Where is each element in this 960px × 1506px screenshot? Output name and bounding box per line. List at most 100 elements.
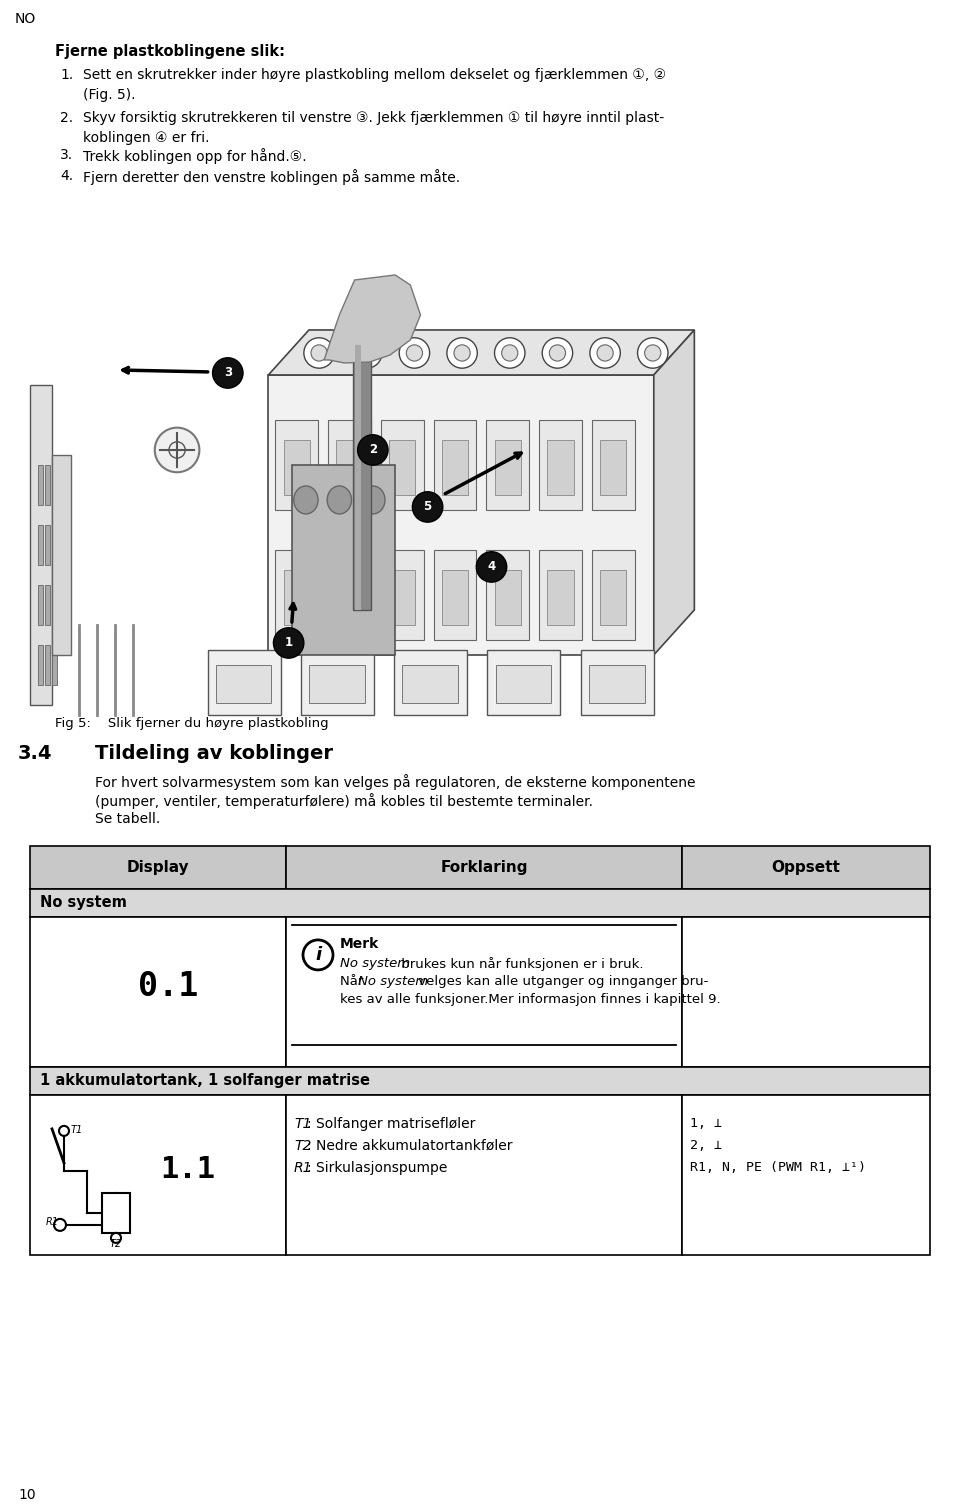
Bar	[402, 666, 458, 703]
Bar	[300, 651, 373, 715]
Bar	[336, 440, 363, 495]
Bar	[547, 569, 574, 625]
Text: 0.1: 0.1	[138, 970, 198, 1003]
Text: Tildeling av koblinger: Tildeling av koblinger	[95, 744, 333, 764]
Text: T1: T1	[71, 1125, 84, 1136]
Bar	[354, 345, 361, 610]
Text: Fig 5:    Slik fjerner du høyre plastkobling: Fig 5: Slik fjerner du høyre plastkoblin…	[55, 717, 328, 730]
Bar	[494, 569, 521, 625]
Bar	[389, 440, 416, 495]
Text: kes av alle funksjoner.Mer informasjon finnes i kapittel 9.: kes av alle funksjoner.Mer informasjon f…	[340, 992, 721, 1006]
Bar	[283, 440, 310, 495]
Bar	[328, 550, 371, 640]
Bar	[682, 1095, 930, 1254]
Circle shape	[542, 337, 573, 367]
Bar	[592, 550, 635, 640]
Text: R1: R1	[294, 1161, 313, 1175]
Bar	[30, 846, 286, 889]
Circle shape	[311, 345, 327, 361]
Bar	[487, 550, 529, 640]
Text: brukes kun når funksjonen er i bruk.: brukes kun når funksjonen er i bruk.	[397, 956, 643, 971]
Bar	[381, 550, 423, 640]
Circle shape	[304, 337, 334, 367]
Text: koblingen ④ er fri.: koblingen ④ er fri.	[83, 131, 209, 145]
Bar	[52, 645, 58, 685]
Text: T2: T2	[109, 1239, 122, 1248]
Bar	[286, 917, 682, 1066]
Circle shape	[637, 337, 668, 367]
Text: i: i	[315, 946, 321, 964]
Bar	[494, 440, 521, 495]
Circle shape	[212, 358, 243, 389]
Bar	[52, 465, 58, 505]
Bar	[381, 420, 423, 511]
Text: 4.: 4.	[60, 169, 73, 184]
Bar	[45, 645, 50, 685]
Circle shape	[502, 345, 517, 361]
Ellipse shape	[294, 486, 318, 514]
Bar	[45, 584, 50, 625]
Text: 1, ⊥: 1, ⊥	[690, 1117, 722, 1130]
Bar	[30, 889, 930, 917]
Ellipse shape	[361, 486, 385, 514]
Bar	[30, 1095, 286, 1254]
Bar	[45, 526, 50, 565]
Bar	[547, 440, 574, 495]
Bar	[352, 345, 371, 610]
Text: Når: Når	[340, 974, 368, 988]
Text: : Solfanger matrisefløler: : Solfanger matrisefløler	[307, 1117, 475, 1131]
Circle shape	[358, 435, 388, 465]
Bar	[38, 465, 43, 505]
Text: T2: T2	[294, 1139, 311, 1154]
Text: 2, ⊥: 2, ⊥	[690, 1139, 722, 1152]
Bar	[600, 569, 627, 625]
Text: 3.: 3.	[60, 148, 73, 163]
Bar	[395, 651, 468, 715]
Bar	[434, 550, 476, 640]
Text: No system: No system	[358, 974, 428, 988]
Bar	[52, 584, 58, 625]
Bar	[286, 846, 682, 889]
Polygon shape	[269, 330, 694, 375]
Polygon shape	[324, 276, 420, 363]
Circle shape	[589, 337, 620, 367]
Bar	[216, 666, 272, 703]
Bar	[540, 420, 582, 511]
Circle shape	[549, 345, 565, 361]
Circle shape	[413, 492, 443, 523]
Bar	[276, 550, 318, 640]
Bar	[38, 584, 43, 625]
Text: T1: T1	[294, 1117, 311, 1131]
Circle shape	[351, 337, 382, 367]
Circle shape	[406, 345, 422, 361]
Bar	[495, 666, 551, 703]
Bar	[309, 666, 365, 703]
Text: (pumper, ventiler, temperaturfølere) må kobles til bestemte terminaler.: (pumper, ventiler, temperaturfølere) må …	[95, 794, 593, 809]
Text: 10: 10	[18, 1488, 36, 1501]
Bar	[328, 420, 371, 511]
Text: Merk: Merk	[340, 937, 379, 950]
Circle shape	[399, 337, 430, 367]
Bar	[30, 386, 52, 705]
Bar	[581, 651, 654, 715]
Bar	[38, 526, 43, 565]
Bar	[30, 270, 740, 715]
Bar	[592, 420, 635, 511]
Text: No system: No system	[40, 896, 127, 911]
Circle shape	[454, 345, 470, 361]
Text: (Fig. 5).: (Fig. 5).	[83, 87, 135, 102]
Circle shape	[494, 337, 525, 367]
Text: No system: No system	[340, 956, 410, 970]
Text: R1, N, PE (PWM R1, ⊥¹): R1, N, PE (PWM R1, ⊥¹)	[690, 1161, 866, 1173]
Bar	[45, 465, 50, 505]
Bar	[488, 651, 561, 715]
Text: 3: 3	[224, 366, 232, 380]
Circle shape	[359, 345, 374, 361]
Bar	[588, 666, 645, 703]
Text: : Sirkulasjonspumpe: : Sirkulasjonspumpe	[307, 1161, 447, 1175]
Bar	[38, 645, 43, 685]
Circle shape	[155, 428, 200, 473]
Text: Sett en skrutrekker inder høyre plastkobling mellom dekselet og fjærklemmen ①, ②: Sett en skrutrekker inder høyre plastkob…	[83, 68, 666, 81]
Bar	[682, 846, 930, 889]
Circle shape	[476, 551, 507, 583]
